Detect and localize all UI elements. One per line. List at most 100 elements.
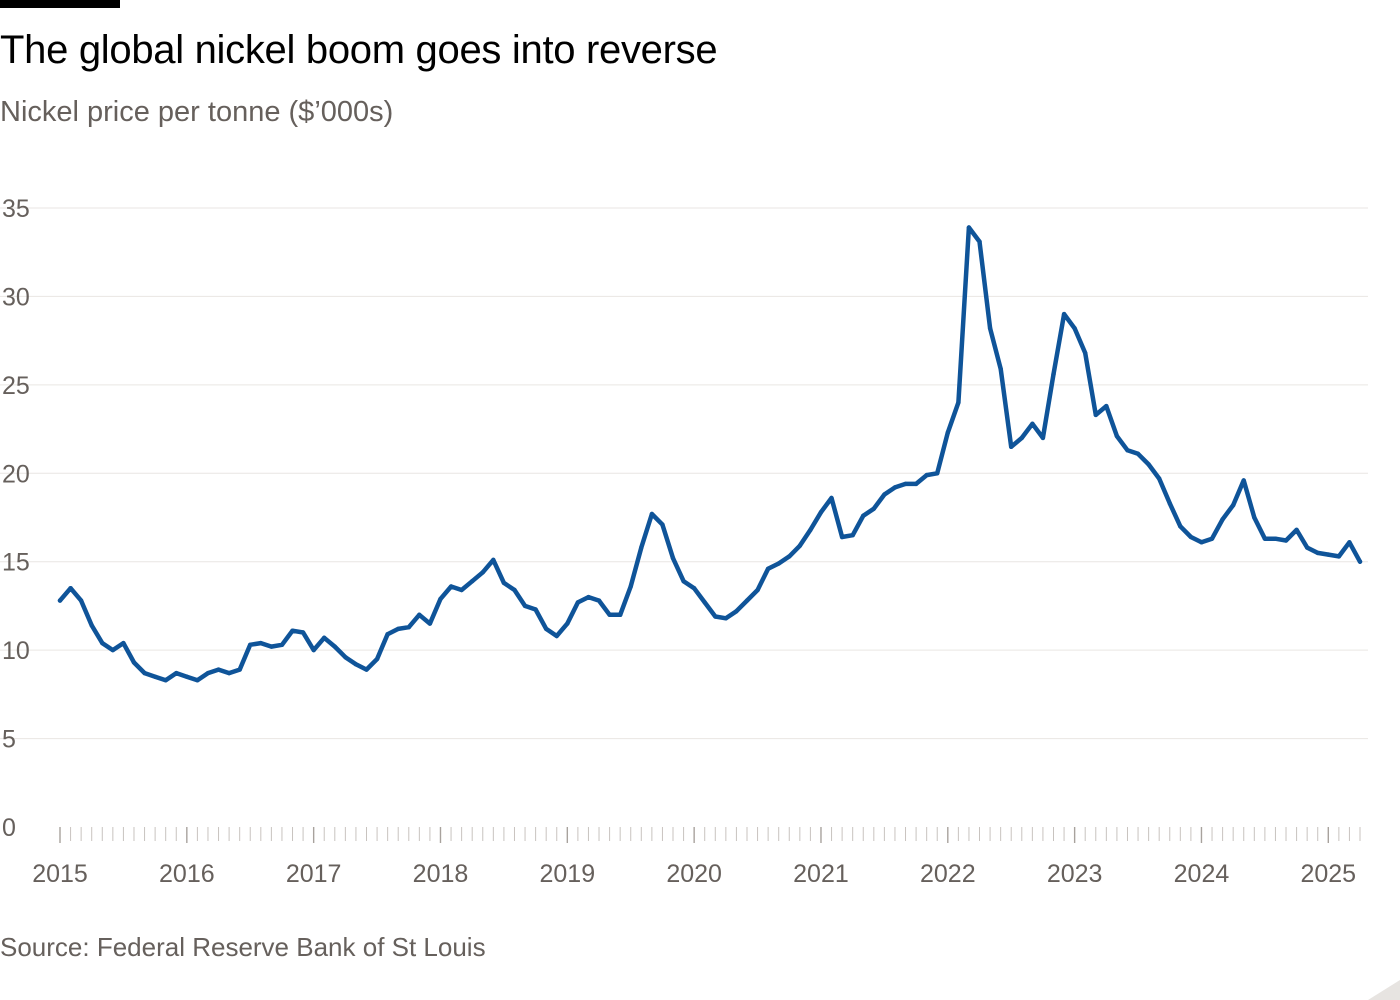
x-tick-label-2017: 2017 xyxy=(286,860,342,888)
data-point xyxy=(1104,403,1109,409)
data-point xyxy=(691,586,697,591)
data-point xyxy=(1326,552,1331,557)
data-point xyxy=(765,566,771,571)
data-point xyxy=(966,225,972,230)
data-point xyxy=(311,647,316,653)
data-point xyxy=(776,561,781,566)
data-point xyxy=(417,612,422,617)
data-point xyxy=(258,640,263,646)
nickel-price-line xyxy=(57,225,1363,683)
data-point xyxy=(300,630,306,635)
data-point xyxy=(681,579,686,584)
data-point xyxy=(184,674,189,679)
data-point xyxy=(924,472,929,478)
data-point xyxy=(163,678,168,683)
data-point xyxy=(628,584,633,589)
data-point xyxy=(57,598,63,603)
data-point xyxy=(438,596,443,602)
data-point xyxy=(533,607,538,612)
data-point xyxy=(322,635,327,640)
data-point xyxy=(755,587,760,593)
data-point xyxy=(945,430,950,435)
data-point xyxy=(1241,478,1246,483)
data-point xyxy=(216,667,221,672)
x-tick-label-2024: 2024 xyxy=(1174,860,1230,888)
y-tick-label-5: 5 xyxy=(2,726,16,754)
x-tick-label-2021: 2021 xyxy=(793,860,849,888)
data-point xyxy=(174,670,179,676)
x-tick-label-2019: 2019 xyxy=(540,860,596,888)
data-point xyxy=(1040,435,1046,441)
data-point xyxy=(1146,462,1151,467)
data-point xyxy=(956,400,961,405)
data-point xyxy=(1072,326,1077,331)
data-point xyxy=(100,640,105,646)
data-point xyxy=(829,495,834,501)
data-point xyxy=(248,642,253,647)
data-point xyxy=(78,598,84,603)
data-point xyxy=(1114,433,1120,439)
data-point xyxy=(998,366,1003,372)
data-point xyxy=(618,612,623,617)
data-point xyxy=(987,326,993,331)
data-point xyxy=(565,621,570,626)
data-point xyxy=(850,533,855,538)
data-point xyxy=(903,481,908,487)
data-point xyxy=(670,556,676,561)
y-tick-label-0: 0 xyxy=(2,814,16,842)
data-point xyxy=(491,557,496,563)
x-tick-label-2020: 2020 xyxy=(666,860,722,888)
data-point xyxy=(544,626,549,632)
data-point xyxy=(226,670,232,676)
data-point xyxy=(1093,412,1099,418)
data-point xyxy=(364,667,369,672)
data-point xyxy=(935,471,940,476)
data-point xyxy=(734,609,739,614)
data-point xyxy=(427,621,433,626)
x-tick-label-2022: 2022 xyxy=(920,860,976,888)
data-point xyxy=(1347,540,1352,545)
data-point xyxy=(1157,476,1162,481)
data-point xyxy=(977,239,982,244)
data-point xyxy=(1125,448,1130,453)
data-point xyxy=(512,587,517,593)
data-point xyxy=(839,534,845,540)
y-tick-label-30: 30 xyxy=(2,283,30,311)
data-point xyxy=(1030,421,1035,426)
data-point xyxy=(131,660,137,665)
data-point xyxy=(152,674,158,679)
data-point xyxy=(744,598,750,603)
data-point xyxy=(861,513,866,518)
data-point xyxy=(1188,534,1194,540)
x-tick-label-2016: 2016 xyxy=(159,860,215,888)
chart-title: The global nickel boom goes into reverse xyxy=(0,28,718,72)
data-point xyxy=(882,492,887,497)
data-point xyxy=(459,587,464,593)
data-point xyxy=(797,543,802,548)
data-point xyxy=(649,511,655,517)
data-point xyxy=(1209,536,1215,541)
data-point xyxy=(269,644,274,649)
data-point xyxy=(639,545,644,550)
data-point xyxy=(279,642,285,647)
x-tick-label-2025: 2025 xyxy=(1300,860,1356,888)
data-point xyxy=(702,600,707,605)
data-point xyxy=(1315,550,1320,556)
data-point xyxy=(470,579,475,584)
y-axis-tick-labels: 0 5 10 15 20 25 30 35 xyxy=(2,195,30,842)
data-point xyxy=(713,614,718,619)
data-point xyxy=(596,598,602,603)
data-point xyxy=(586,594,591,600)
data-point xyxy=(396,626,401,632)
x-tick-label-2023: 2023 xyxy=(1047,860,1103,888)
corner-mark xyxy=(1368,980,1400,1000)
data-point xyxy=(554,633,559,639)
data-point xyxy=(89,623,94,628)
data-point xyxy=(818,510,824,515)
data-point xyxy=(1283,538,1289,543)
data-point xyxy=(501,580,507,586)
y-tick-label-15: 15 xyxy=(2,549,30,577)
data-point xyxy=(1273,536,1278,541)
data-point xyxy=(68,586,73,591)
